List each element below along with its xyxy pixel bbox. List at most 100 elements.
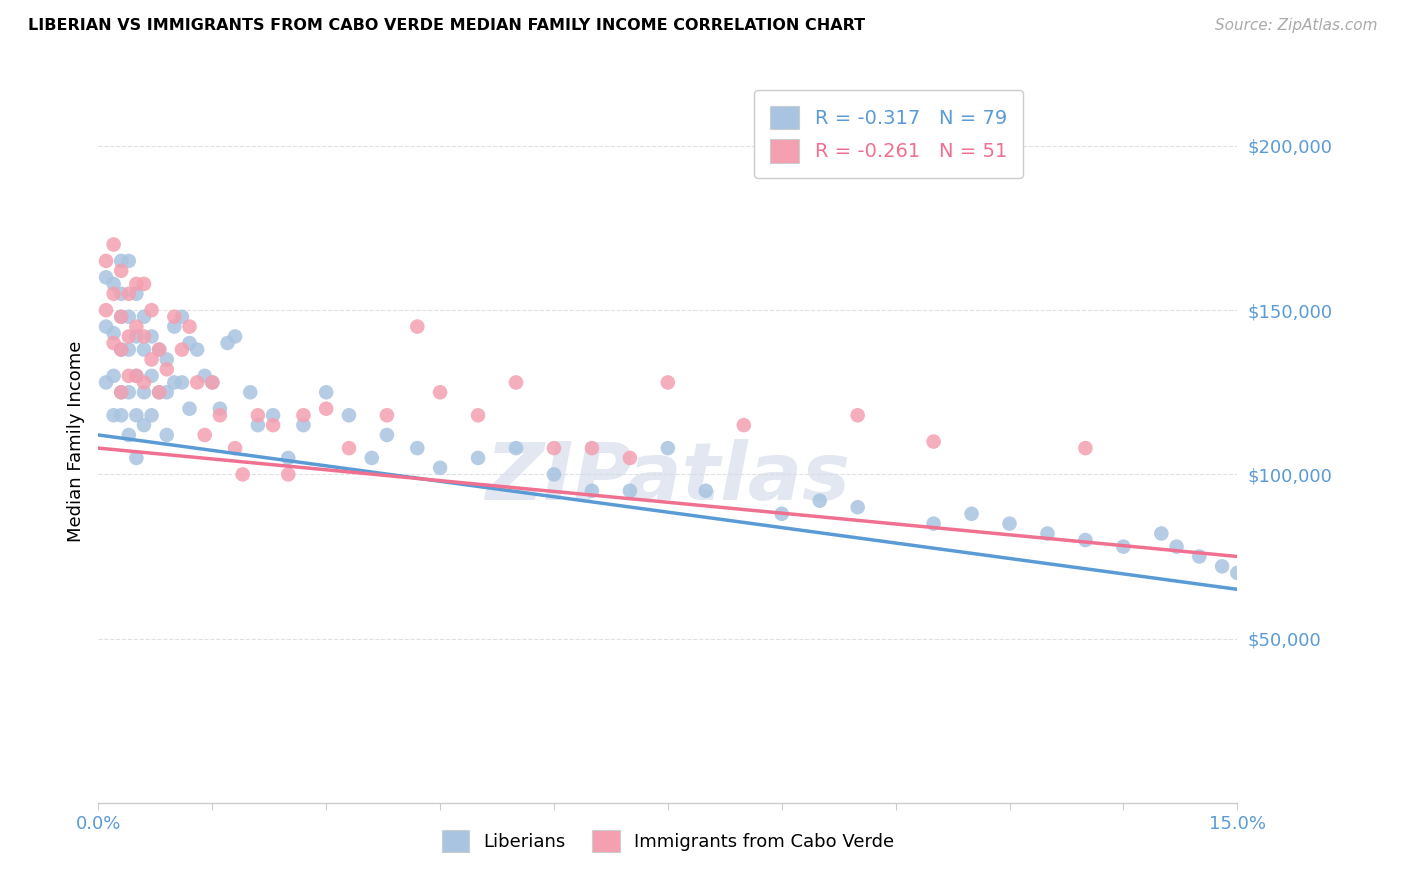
Point — [1150, 526, 1173, 541]
Point — [960, 507, 983, 521]
Point — [232, 467, 254, 482]
Point — [118, 329, 141, 343]
Point — [315, 385, 337, 400]
Point — [125, 409, 148, 423]
Point — [360, 450, 382, 465]
Point — [581, 441, 603, 455]
Point — [429, 460, 451, 475]
Point — [125, 319, 148, 334]
Point — [315, 401, 337, 416]
Point — [201, 376, 224, 390]
Point — [194, 368, 217, 383]
Point — [1188, 549, 1211, 564]
Point — [186, 376, 208, 390]
Point — [141, 409, 163, 423]
Point — [148, 343, 170, 357]
Point — [110, 385, 132, 400]
Point — [110, 286, 132, 301]
Point — [1074, 533, 1097, 547]
Point — [179, 319, 201, 334]
Point — [125, 286, 148, 301]
Point — [1211, 559, 1233, 574]
Text: ZIPatlas: ZIPatlas — [485, 439, 851, 516]
Point — [103, 237, 125, 252]
Point — [118, 253, 141, 268]
Point — [125, 329, 148, 343]
Point — [118, 343, 141, 357]
Point — [141, 368, 163, 383]
Point — [224, 329, 246, 343]
Point — [239, 385, 262, 400]
Point — [94, 303, 117, 318]
Point — [110, 253, 132, 268]
Point — [94, 319, 117, 334]
Point — [1166, 540, 1188, 554]
Point — [262, 418, 284, 433]
Point — [125, 368, 148, 383]
Point — [132, 376, 155, 390]
Point — [429, 385, 451, 400]
Point — [179, 336, 201, 351]
Point — [543, 467, 565, 482]
Point — [125, 450, 148, 465]
Point — [163, 376, 186, 390]
Point — [156, 362, 179, 376]
Point — [132, 310, 155, 324]
Point — [110, 310, 132, 324]
Point — [148, 343, 170, 357]
Text: LIBERIAN VS IMMIGRANTS FROM CABO VERDE MEDIAN FAMILY INCOME CORRELATION CHART: LIBERIAN VS IMMIGRANTS FROM CABO VERDE M… — [28, 18, 865, 33]
Point — [156, 428, 179, 442]
Point — [125, 368, 148, 383]
Point — [148, 385, 170, 400]
Point — [467, 409, 489, 423]
Point — [657, 376, 679, 390]
Point — [163, 310, 186, 324]
Point — [132, 329, 155, 343]
Point — [581, 483, 603, 498]
Point — [1226, 566, 1249, 580]
Y-axis label: Median Family Income: Median Family Income — [66, 341, 84, 542]
Point — [337, 441, 360, 455]
Point — [657, 441, 679, 455]
Legend: Liberians, Immigrants from Cabo Verde: Liberians, Immigrants from Cabo Verde — [434, 822, 901, 859]
Point — [695, 483, 717, 498]
Point — [375, 409, 398, 423]
Point — [94, 253, 117, 268]
Point — [110, 409, 132, 423]
Point — [170, 343, 193, 357]
Point — [246, 409, 269, 423]
Point — [505, 441, 527, 455]
Point — [156, 352, 179, 367]
Point — [194, 428, 217, 442]
Point — [619, 483, 641, 498]
Point — [277, 450, 299, 465]
Point — [406, 319, 429, 334]
Point — [186, 343, 208, 357]
Point — [1036, 526, 1059, 541]
Point — [148, 385, 170, 400]
Point — [246, 418, 269, 433]
Point — [292, 409, 315, 423]
Point — [132, 418, 155, 433]
Point — [141, 329, 163, 343]
Point — [118, 286, 141, 301]
Point — [125, 277, 148, 291]
Point — [103, 336, 125, 351]
Point — [103, 326, 125, 341]
Point — [110, 385, 132, 400]
Point — [1112, 540, 1135, 554]
Point — [110, 343, 132, 357]
Point — [262, 409, 284, 423]
Point — [179, 401, 201, 416]
Point — [922, 516, 945, 531]
Point — [118, 428, 141, 442]
Point — [201, 376, 224, 390]
Point — [132, 343, 155, 357]
Point — [110, 343, 132, 357]
Point — [217, 336, 239, 351]
Point — [846, 500, 869, 515]
Point — [118, 385, 141, 400]
Point — [141, 352, 163, 367]
Point — [375, 428, 398, 442]
Point — [132, 385, 155, 400]
